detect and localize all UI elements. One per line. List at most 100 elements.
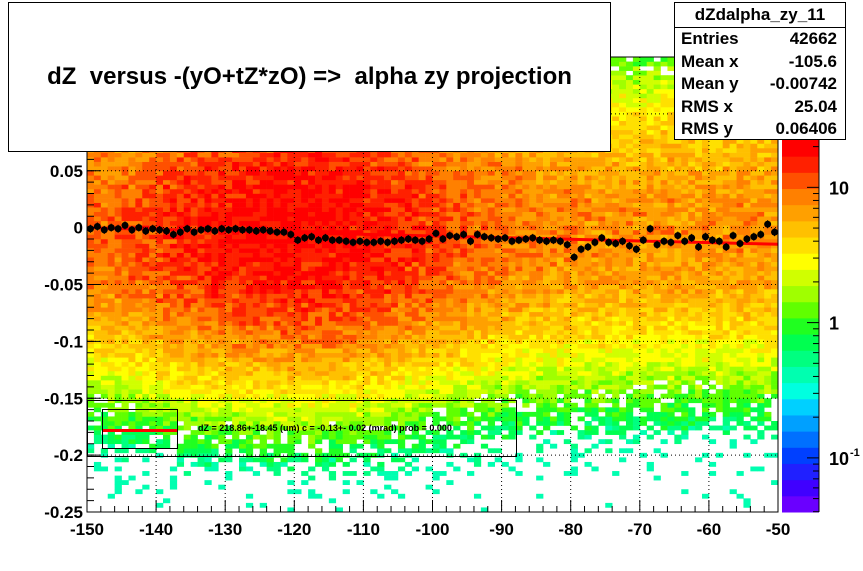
heatmap-cell: [225, 452, 233, 458]
heatmap-cell: [397, 384, 406, 390]
heatmap-cell: [273, 389, 281, 394]
heatmap-cell: [473, 293, 482, 299]
heatmap-cell: [377, 175, 385, 181]
heatmap-cell: [176, 393, 185, 399]
heatmap-cell: [294, 411, 302, 417]
heatmap-cell: [321, 179, 330, 185]
heatmap-cell: [384, 198, 392, 203]
heatmap-cell: [273, 361, 281, 367]
heatmap-cell: [135, 175, 143, 181]
heatmap-cell: [384, 393, 392, 399]
heatmap-cell: [232, 311, 240, 317]
heatmap-cell: [356, 184, 364, 190]
heatmap-cell: [259, 307, 267, 313]
heatmap-cell: [197, 389, 205, 394]
heatmap-cell: [308, 389, 316, 394]
heatmap-cell: [252, 411, 261, 417]
heatmap-cell: [121, 270, 129, 276]
heatmap-cell: [342, 298, 350, 303]
heatmap-cell: [197, 211, 205, 217]
heatmap-cell: [232, 416, 240, 422]
heatmap-cell: [370, 266, 378, 272]
heatmap-cell: [356, 234, 364, 240]
heatmap-cell: [349, 207, 357, 212]
heatmap-cell: [204, 320, 212, 326]
heatmap-cell: [425, 166, 433, 172]
heatmap-cell: [411, 411, 419, 417]
heatmap-cell: [211, 266, 219, 272]
heatmap-cell: [163, 184, 171, 190]
heatmap-cell: [446, 243, 454, 249]
heatmap-cell: [425, 302, 433, 308]
heatmap-cell: [259, 448, 267, 454]
heatmap-cell: [460, 220, 468, 226]
heatmap-cell: [128, 439, 136, 445]
heatmap-cell: [453, 248, 461, 253]
heatmap-cell: [363, 211, 371, 217]
heatmap-cell: [446, 480, 454, 485]
heatmap-cell: [467, 457, 475, 463]
heatmap-cell: [356, 211, 364, 217]
heatmap-cell: [114, 416, 122, 422]
heatmap-cell: [473, 289, 482, 294]
heatmap-cell: [301, 480, 309, 485]
heatmap-cell: [197, 411, 205, 417]
heatmap-cell: [121, 170, 129, 176]
heatmap-cell: [370, 175, 378, 181]
heatmap-cell: [342, 480, 350, 485]
heatmap-cell: [321, 416, 330, 422]
heatmap-cell: [287, 334, 295, 340]
heatmap-cell: [321, 430, 330, 435]
heatmap-cell: [363, 352, 371, 358]
heatmap-cell: [252, 248, 261, 253]
heatmap-cell: [280, 175, 288, 181]
heatmap-cell: [252, 289, 261, 294]
heatmap-cell: [259, 443, 267, 449]
heatmap-cell: [280, 457, 288, 463]
heatmap-cell: [363, 439, 371, 445]
heatmap-cell: [308, 316, 316, 322]
heatmap-cell: [446, 211, 454, 217]
heatmap-cell: [453, 320, 461, 326]
heatmap-cell: [432, 257, 440, 263]
heatmap-cell: [315, 175, 323, 181]
heatmap-cell: [252, 234, 261, 240]
heatmap-cell: [252, 407, 261, 413]
heatmap-cell: [169, 393, 178, 399]
heatmap-cell: [252, 339, 261, 344]
heatmap-cell: [363, 471, 371, 476]
heatmap-cell: [294, 434, 302, 440]
heatmap-cell: [287, 220, 295, 226]
heatmap-cell: [287, 402, 295, 408]
heatmap-cell: [432, 389, 440, 394]
heatmap-cell: [232, 266, 240, 272]
heatmap-cell: [245, 211, 254, 217]
heatmap-cell: [204, 261, 212, 267]
heatmap-cell: [252, 184, 261, 190]
heatmap-cell: [370, 307, 378, 313]
heatmap-cell: [404, 343, 413, 349]
heatmap-cell: [328, 270, 337, 276]
heatmap-cell: [107, 157, 115, 162]
heatmap-cell: [169, 380, 178, 385]
heatmap-cell: [315, 161, 323, 167]
heatmap-cell: [142, 343, 150, 349]
heatmap-cell: [259, 384, 267, 390]
heatmap-cell: [114, 293, 122, 299]
heatmap-cell: [169, 270, 178, 276]
heatmap-cell: [245, 352, 254, 358]
heatmap-cell: [163, 284, 171, 290]
heatmap-cell: [287, 348, 295, 354]
heatmap-cell: [446, 220, 454, 226]
heatmap-cell: [93, 257, 102, 263]
heatmap-cell: [328, 184, 337, 190]
heatmap-cell: [342, 302, 350, 308]
heatmap-cell: [308, 243, 316, 249]
heatmap-cell: [239, 393, 247, 399]
heatmap-cell: [87, 184, 95, 190]
heatmap-cell: [149, 339, 157, 344]
heatmap-cell: [232, 248, 240, 253]
heatmap-cell: [370, 152, 378, 158]
heatmap-cell: [370, 361, 378, 367]
heatmap-cell: [176, 411, 185, 417]
